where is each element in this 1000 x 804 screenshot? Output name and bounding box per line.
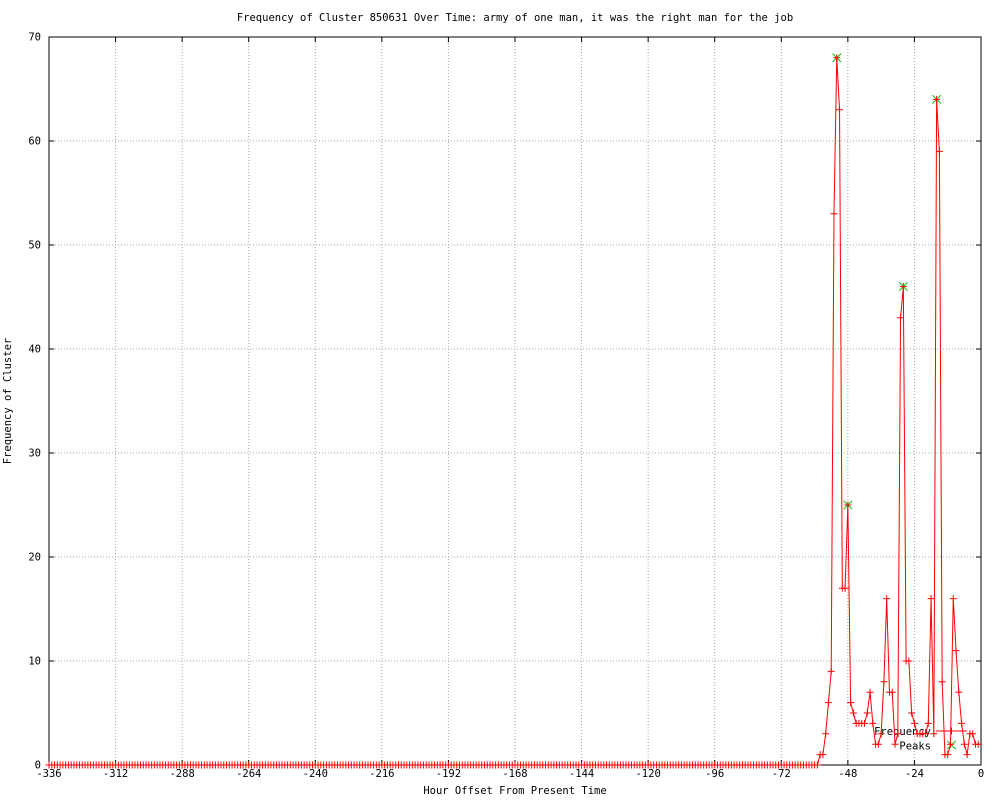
frequency-point-marker bbox=[958, 719, 966, 727]
x-tick-label: -240 bbox=[303, 768, 328, 780]
frequency-point-marker bbox=[836, 106, 844, 114]
frequency-point-marker bbox=[894, 730, 902, 738]
x-tick-label: -264 bbox=[236, 768, 261, 780]
frequency-point-marker bbox=[905, 657, 913, 665]
frequency-point-marker bbox=[874, 740, 882, 748]
y-tick-label: 0 bbox=[35, 760, 41, 772]
frequency-point-marker bbox=[935, 147, 943, 155]
y-tick-label: 50 bbox=[28, 240, 41, 252]
legend-sample-markers bbox=[936, 727, 967, 750]
y-axis-label: Frequency of Cluster bbox=[2, 338, 14, 464]
frequency-point-marker bbox=[933, 95, 941, 103]
legend-peaks-label: Peaks bbox=[899, 741, 931, 753]
frequency-point-marker bbox=[960, 740, 968, 748]
x-tick-label: -96 bbox=[705, 768, 724, 780]
x-tick-label: -336 bbox=[36, 768, 61, 780]
legend-peaks-sample-marker bbox=[946, 740, 957, 750]
chart-title: Frequency of Cluster 850631 Over Time: a… bbox=[237, 12, 793, 24]
frequency-point-marker bbox=[922, 730, 930, 738]
y-tick-label: 10 bbox=[28, 656, 41, 668]
y-tick-label: 70 bbox=[28, 32, 41, 44]
x-tick-label: 0 bbox=[978, 768, 984, 780]
x-tick-label: -144 bbox=[569, 768, 594, 780]
peaks-series bbox=[832, 53, 942, 510]
frequency-point-marker bbox=[813, 761, 821, 769]
frequency-point-marker bbox=[849, 709, 857, 717]
frequency-point-marker bbox=[891, 740, 899, 748]
frequency-point-marker bbox=[910, 719, 918, 727]
axis-tick-labels: -336 -312 -288 -264 -240 -216 -192 -168 -144 -120… bbox=[28, 32, 984, 781]
frequency-point-marker bbox=[927, 595, 935, 603]
frequency-point-marker bbox=[888, 688, 896, 696]
frequency-point-marker bbox=[938, 678, 946, 686]
y-tick-label: 60 bbox=[28, 136, 41, 148]
frequency-point-marker bbox=[830, 210, 838, 218]
frequency-point-marker bbox=[899, 283, 907, 291]
frequency-point-marker bbox=[841, 584, 849, 592]
frequency-line bbox=[49, 57, 979, 766]
frequency-point-marker bbox=[944, 751, 952, 759]
y-tick-label: 30 bbox=[28, 448, 41, 460]
frequency-point-marker bbox=[819, 751, 827, 759]
frequency-point-marker bbox=[963, 751, 971, 759]
legend: Frequency Peaks bbox=[874, 726, 967, 753]
x-tick-label: -288 bbox=[169, 768, 194, 780]
x-tick-label: -192 bbox=[436, 768, 461, 780]
frequency-point-marker bbox=[930, 730, 938, 738]
frequency-point-marker bbox=[969, 730, 977, 738]
frequency-series bbox=[45, 54, 982, 769]
frequency-point-marker bbox=[869, 719, 877, 727]
frequency-point-marker bbox=[861, 719, 868, 727]
frequency-point-marker bbox=[924, 719, 932, 727]
frequency-point-marker bbox=[883, 595, 891, 603]
x-tick-label: -216 bbox=[369, 768, 394, 780]
frequency-point-marker bbox=[824, 699, 832, 707]
frequency-point-marker bbox=[844, 501, 852, 509]
x-tick-label: -72 bbox=[772, 768, 791, 780]
x-tick-label: -24 bbox=[905, 768, 924, 780]
frequency-point-marker bbox=[946, 740, 954, 748]
frequency-point-marker bbox=[880, 678, 888, 686]
y-tick-label: 40 bbox=[28, 344, 41, 356]
frequency-point-marker bbox=[863, 709, 871, 717]
frequency-point-marker bbox=[827, 667, 835, 675]
frequency-point-marker bbox=[908, 709, 916, 717]
x-tick-label: -168 bbox=[502, 768, 527, 780]
frequency-point-marker bbox=[877, 730, 885, 738]
frequency-point-marker bbox=[866, 688, 874, 696]
frequency-point-marker bbox=[952, 647, 960, 655]
frequency-point-marker bbox=[955, 688, 963, 696]
frequency-point-marker bbox=[847, 699, 855, 707]
frequency-point-marker bbox=[833, 54, 841, 62]
y-tick-label: 20 bbox=[28, 552, 41, 564]
x-tick-label: -120 bbox=[635, 768, 660, 780]
frequency-point-marker bbox=[974, 740, 982, 748]
frequency-point-marker bbox=[897, 314, 905, 322]
x-tick-label: -312 bbox=[103, 768, 128, 780]
legend-frequency-sample-marker bbox=[948, 727, 955, 735]
x-axis-label: Hour Offset From Present Time bbox=[423, 785, 606, 797]
frequency-point-marker bbox=[822, 730, 830, 738]
x-tick-label: -48 bbox=[838, 768, 857, 780]
frequency-point-marker bbox=[949, 595, 957, 603]
